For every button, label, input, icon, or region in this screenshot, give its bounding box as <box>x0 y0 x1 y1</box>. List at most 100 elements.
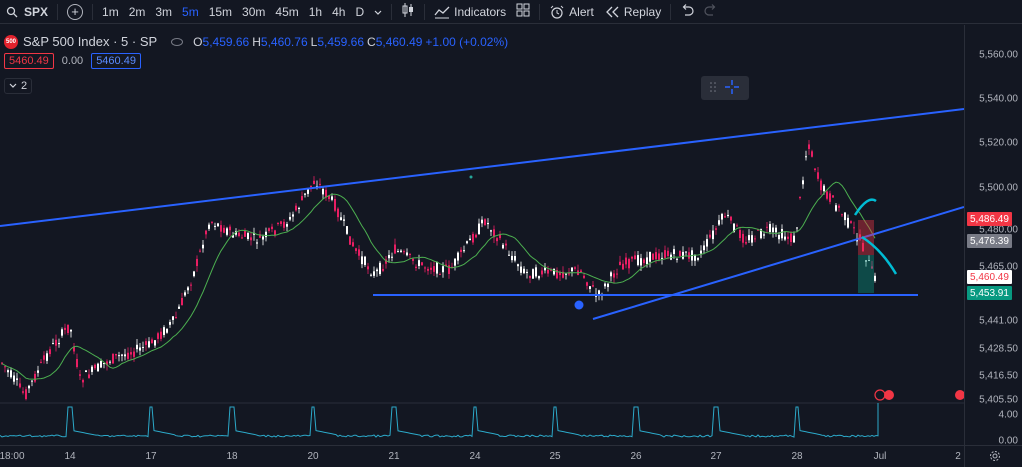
chart-type-button[interactable] <box>396 0 420 24</box>
time-tick: 28 <box>791 451 803 462</box>
candle-body <box>838 205 840 208</box>
candle-body <box>193 271 195 277</box>
price-tick: 5,500.00 <box>979 182 1018 194</box>
candle-body <box>103 362 105 364</box>
earnings-flag-icon <box>874 389 886 401</box>
candle-body <box>382 268 384 271</box>
time-axis[interactable]: 18:00 14 17 18 20 21 24 25 26 27 28 Jul … <box>0 445 964 467</box>
candle-body <box>682 251 684 259</box>
search-icon <box>4 4 20 20</box>
candle-body <box>319 183 321 185</box>
replay-button[interactable]: Replay <box>599 0 666 24</box>
candle-body <box>13 375 15 382</box>
timeframe-3m[interactable]: 3m <box>155 4 173 19</box>
candle-body <box>52 343 54 345</box>
candle-body <box>640 258 642 266</box>
candle-body <box>511 255 513 261</box>
candle-body <box>739 229 741 239</box>
candle-body <box>313 180 315 185</box>
change-value: +1.00 (+0.02%) <box>425 34 509 49</box>
floating-drawing-toolbar[interactable] <box>701 76 749 100</box>
timeframe-2m[interactable]: 2m <box>128 4 146 19</box>
crosshair-icon[interactable] <box>724 79 740 98</box>
candle-body <box>379 262 381 275</box>
time-tick: 17 <box>145 451 157 462</box>
redo-button[interactable] <box>699 0 723 24</box>
candle-body <box>232 235 234 238</box>
candle-body <box>10 370 12 378</box>
chart-pane[interactable] <box>0 25 965 445</box>
candle-body <box>553 268 555 275</box>
timeframe-15m[interactable]: 15m <box>208 4 233 19</box>
redo-icon <box>704 4 718 19</box>
candle-body <box>181 298 183 306</box>
eye-icon[interactable] <box>171 37 184 46</box>
timeframe-d[interactable]: D <box>355 4 365 19</box>
candle-body <box>427 268 429 271</box>
drag-handle-icon[interactable] <box>710 81 716 95</box>
projection-curve-down <box>861 235 898 275</box>
candle-body <box>445 264 447 266</box>
candle-body <box>637 255 639 266</box>
low-value: 5,459.66 <box>317 34 365 49</box>
timeframe-1h[interactable]: 1h <box>308 4 323 19</box>
timeframe-4h[interactable]: 4h <box>332 4 346 19</box>
candle-body <box>634 255 636 260</box>
axis-settings[interactable] <box>964 445 1022 467</box>
timeframe-1m[interactable]: 1m <box>102 4 119 19</box>
time-tick: 18 <box>226 451 238 462</box>
buy-price-button[interactable]: 5460.49 <box>91 53 141 69</box>
candle-body <box>73 346 75 352</box>
indicators-collapse-button[interactable]: 2 <box>4 78 33 94</box>
candle-body <box>646 257 648 265</box>
candle-body <box>67 324 69 333</box>
gear-icon[interactable] <box>989 450 1001 465</box>
price-chart[interactable] <box>0 25 965 445</box>
indicators-button[interactable]: Indicators <box>429 0 511 24</box>
chevron-down-icon <box>9 80 17 92</box>
candle-body <box>613 273 615 278</box>
symbol-title[interactable]: S&P 500 Index · 5 · SP <box>23 34 158 49</box>
timeframe-5m[interactable]: 5m <box>182 4 199 19</box>
price-tick: 5,540.00 <box>979 93 1018 105</box>
candle-body <box>229 226 231 231</box>
candle-body <box>787 236 789 239</box>
volume-tick: 4.00 <box>998 409 1018 421</box>
candle-body <box>325 189 327 198</box>
timeframe-45m[interactable]: 45m <box>275 4 299 19</box>
upper-trendline <box>0 108 965 227</box>
timeframe-30m[interactable]: 30m <box>242 4 266 19</box>
candle-body <box>724 216 726 218</box>
candle-body <box>55 339 57 346</box>
candle-body <box>349 236 351 245</box>
candle-body <box>676 258 678 260</box>
candle-body <box>565 273 567 275</box>
candle-body <box>4 366 6 368</box>
candle-body <box>91 366 93 372</box>
rising-support-trendline <box>592 206 965 320</box>
alert-label: Alert <box>569 4 594 19</box>
candle-body <box>268 228 270 231</box>
candle-body <box>43 355 45 360</box>
candle-body <box>430 267 432 270</box>
candle-body <box>244 231 246 237</box>
alert-button[interactable]: Alert <box>544 0 599 24</box>
candle-body <box>388 255 390 259</box>
candle-body <box>550 269 552 271</box>
high-value: 5,460.76 <box>260 34 308 49</box>
sell-price-button[interactable]: 5460.49 <box>4 53 54 69</box>
timeframe-dropdown[interactable] <box>369 0 387 24</box>
compare-button[interactable]: + <box>62 0 88 24</box>
undo-button[interactable] <box>675 0 699 24</box>
candle-body <box>250 237 252 241</box>
price-axis[interactable]: 5,560.00 5,540.00 5,520.00 5,500.00 5,48… <box>964 25 1022 447</box>
candle-body <box>76 359 78 368</box>
candle-body <box>121 354 123 356</box>
layouts-button[interactable] <box>511 0 535 24</box>
candle-body <box>184 292 186 296</box>
symbol-search[interactable]: SPX <box>0 0 53 24</box>
candle-body <box>823 185 825 192</box>
candle-body <box>844 212 846 221</box>
candle-body <box>355 248 357 251</box>
candle-body <box>259 234 261 238</box>
